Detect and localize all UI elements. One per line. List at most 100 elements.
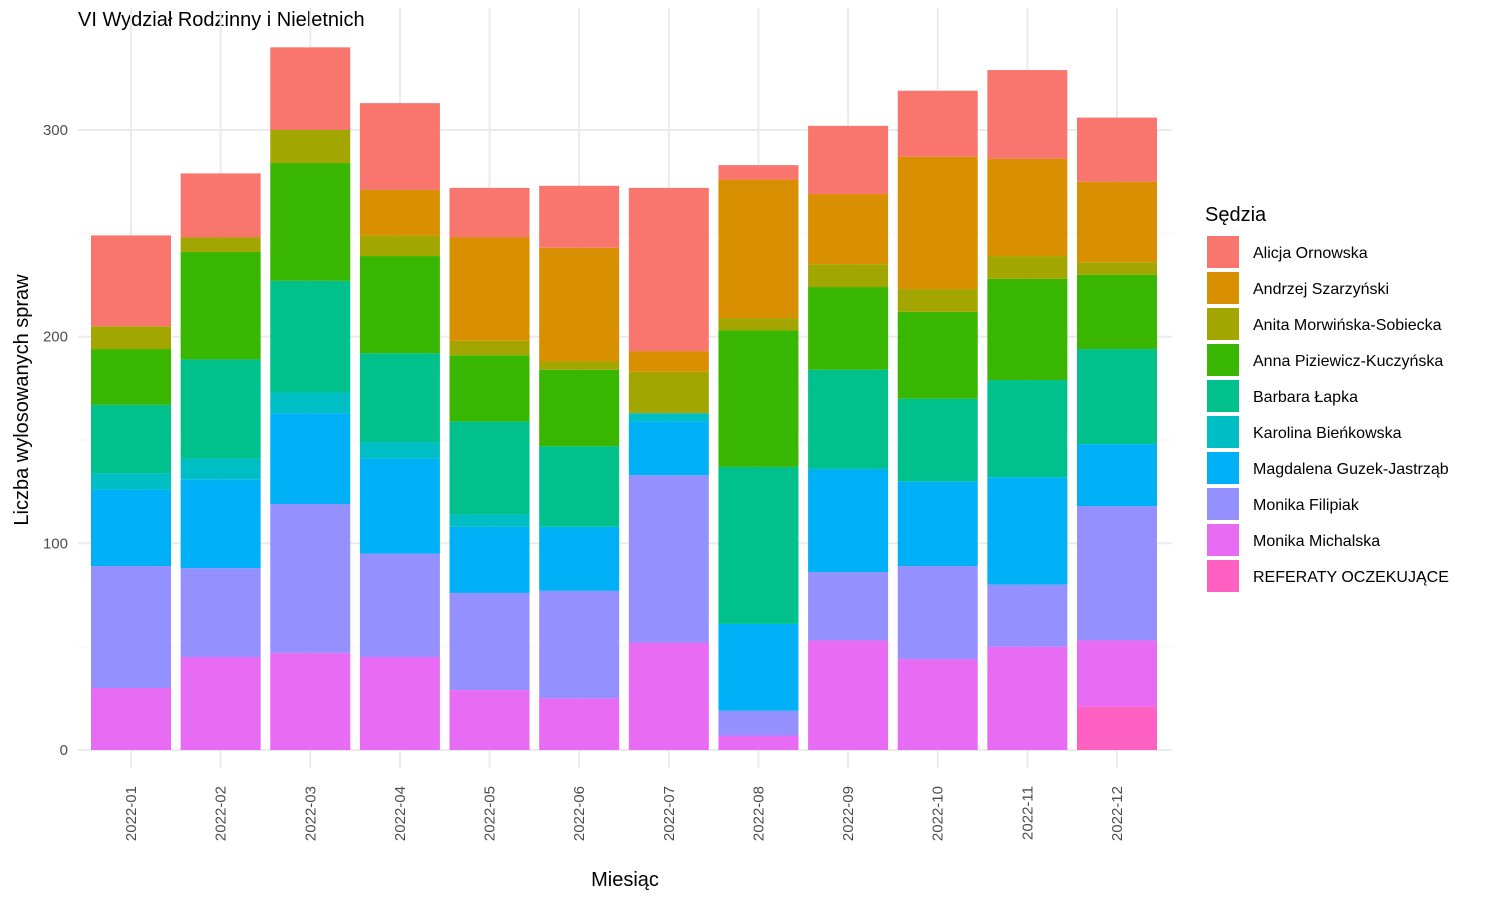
bar-segment xyxy=(359,442,440,459)
bar-segment xyxy=(897,156,978,290)
legend-label: Andrzej Szarzyński xyxy=(1253,281,1389,298)
legend-swatch xyxy=(1207,344,1239,376)
x-tick-label: 2022-12 xyxy=(1109,786,1126,841)
bar-segment xyxy=(987,70,1068,159)
bars xyxy=(91,47,1157,750)
bar-segment xyxy=(180,237,261,252)
legend-label: Monika Filipiak xyxy=(1253,497,1360,514)
bar-segment xyxy=(270,130,351,164)
bar-segment xyxy=(359,256,440,354)
legend-label: REFERATY OCZEKUJĄCE xyxy=(1253,569,1449,586)
bar-segment xyxy=(180,251,261,360)
y-axis-title: Liczba wylosowanych spraw xyxy=(11,274,33,526)
legend-swatch xyxy=(1207,380,1239,412)
bar-segment xyxy=(91,326,171,350)
bar-segment xyxy=(180,479,261,569)
bar-segment xyxy=(270,47,351,131)
bar-segment xyxy=(987,158,1068,257)
bar-segment xyxy=(91,688,171,750)
bar-segment xyxy=(1077,349,1157,445)
bar-segment xyxy=(897,481,978,567)
bar-segment xyxy=(1077,706,1157,750)
bar-segment xyxy=(987,477,1068,585)
bar-segment xyxy=(718,735,799,750)
bar-segment xyxy=(270,280,351,393)
bar-segment xyxy=(1077,640,1157,707)
bar-segment xyxy=(1077,262,1157,275)
legend-label: Alicja Ornowska xyxy=(1253,245,1368,262)
legend-swatch xyxy=(1207,560,1239,592)
legend-swatch xyxy=(1207,452,1239,484)
bar-segment xyxy=(808,572,889,641)
bar-segment xyxy=(359,458,440,554)
bar-segment xyxy=(1077,181,1157,263)
bar-segment xyxy=(987,380,1068,478)
bar-segment xyxy=(91,566,171,688)
bar-segment xyxy=(91,404,171,474)
bar-segment xyxy=(628,187,709,352)
bar-segment xyxy=(449,690,530,750)
legend-swatch xyxy=(1207,272,1239,304)
x-tick-label: 2022-05 xyxy=(482,786,499,841)
bar-segment xyxy=(718,330,799,467)
x-axis: 2022-01 2022-02 2022-03 2022-04 2022-05 2022-… xyxy=(123,786,1126,841)
bar-segment xyxy=(897,90,978,157)
bar-segment xyxy=(180,359,261,459)
legend-label: Barbara Łapka xyxy=(1253,389,1358,406)
bar-segment xyxy=(449,514,530,527)
bar-segment xyxy=(539,698,620,750)
bar-segment xyxy=(808,264,889,288)
bar-segment xyxy=(897,289,978,312)
bar-segment xyxy=(1077,444,1157,507)
legend: Sędzia Alicja Ornowska Andrzej Szarzyński… xyxy=(1205,204,1449,592)
bar-segment xyxy=(91,235,171,327)
legend-swatch xyxy=(1207,308,1239,340)
bar-segment xyxy=(180,173,261,238)
bar-segment xyxy=(1077,117,1157,182)
bar-segment xyxy=(808,369,889,469)
bar-segment xyxy=(539,590,620,699)
bar-segment xyxy=(449,592,530,691)
bar-segment xyxy=(897,566,978,660)
bar-segment xyxy=(270,163,351,281)
bar-segment xyxy=(718,179,799,319)
bar-segment xyxy=(718,623,799,711)
x-tick-label: 2022-02 xyxy=(213,786,230,841)
bar-segment xyxy=(180,458,261,480)
bar-segment xyxy=(449,187,530,238)
bar-segment xyxy=(180,657,261,750)
bar-segment xyxy=(539,526,620,591)
bar-segment xyxy=(628,642,709,750)
bar-segment xyxy=(628,413,709,422)
legend-label: Karolina Bieńkowska xyxy=(1253,425,1402,442)
legend-label: Magdalena Guzek-Jastrząb xyxy=(1253,461,1449,478)
bar-segment xyxy=(91,473,171,490)
bar-segment xyxy=(897,398,978,482)
legend-swatch xyxy=(1207,416,1239,448)
bar-segment xyxy=(987,278,1068,381)
bar-segment xyxy=(449,237,530,341)
legend-swatch xyxy=(1207,236,1239,268)
legend-label: Anna Piziewicz-Kuczyńska xyxy=(1253,353,1443,370)
x-tick-label: 2022-10 xyxy=(930,786,947,841)
legend-label: Anita Morwińska-Sobiecka xyxy=(1253,317,1442,334)
bar-segment xyxy=(1077,506,1157,641)
bar-segment xyxy=(449,526,530,593)
x-axis-title: Miesiąc xyxy=(591,869,659,891)
bar-segment xyxy=(987,584,1068,647)
bar-segment xyxy=(808,287,889,370)
bar-segment xyxy=(449,421,530,515)
legend-swatch xyxy=(1207,488,1239,520)
bar-segment xyxy=(270,652,351,750)
bar-segment xyxy=(270,504,351,653)
bar-segment xyxy=(91,349,171,405)
bar-segment xyxy=(718,710,799,736)
bar-segment xyxy=(180,568,261,657)
legend-title: Sędzia xyxy=(1205,204,1267,226)
bar-segment xyxy=(359,553,440,657)
bar-segment xyxy=(359,103,440,190)
bar-segment xyxy=(359,657,440,750)
bar-segment xyxy=(270,392,351,414)
bar-segment xyxy=(897,311,978,399)
